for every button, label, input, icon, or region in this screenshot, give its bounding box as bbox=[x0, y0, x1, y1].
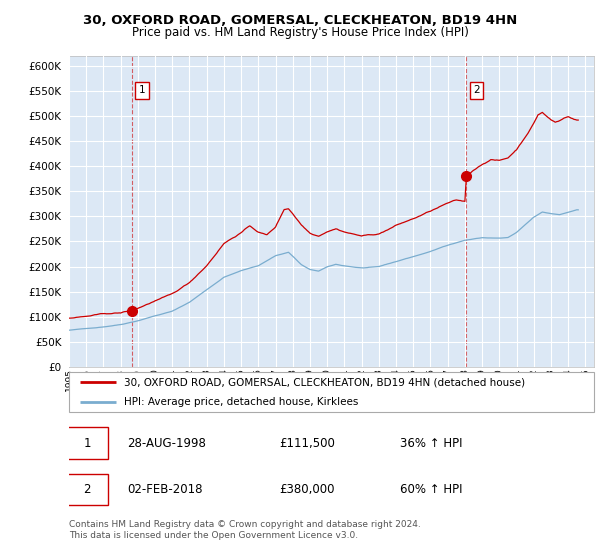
Text: 30, OXFORD ROAD, GOMERSAL, CLECKHEATON, BD19 4HN (detached house): 30, OXFORD ROAD, GOMERSAL, CLECKHEATON, … bbox=[124, 377, 525, 387]
Text: 2: 2 bbox=[473, 85, 480, 95]
Text: Price paid vs. HM Land Registry's House Price Index (HPI): Price paid vs. HM Land Registry's House … bbox=[131, 26, 469, 39]
Text: HPI: Average price, detached house, Kirklees: HPI: Average price, detached house, Kirk… bbox=[124, 397, 359, 407]
Text: Contains HM Land Registry data © Crown copyright and database right 2024.
This d: Contains HM Land Registry data © Crown c… bbox=[69, 520, 421, 540]
Text: 30, OXFORD ROAD, GOMERSAL, CLECKHEATON, BD19 4HN: 30, OXFORD ROAD, GOMERSAL, CLECKHEATON, … bbox=[83, 14, 517, 27]
Text: 60% ↑ HPI: 60% ↑ HPI bbox=[400, 483, 462, 496]
Text: £111,500: £111,500 bbox=[279, 437, 335, 450]
Text: 1: 1 bbox=[139, 85, 146, 95]
FancyBboxPatch shape bbox=[67, 427, 109, 459]
Text: 1: 1 bbox=[83, 437, 91, 450]
Text: 36% ↑ HPI: 36% ↑ HPI bbox=[400, 437, 462, 450]
Text: 02-FEB-2018: 02-FEB-2018 bbox=[127, 483, 202, 496]
Text: 2: 2 bbox=[83, 483, 91, 496]
FancyBboxPatch shape bbox=[67, 474, 109, 505]
FancyBboxPatch shape bbox=[69, 372, 594, 412]
Text: £380,000: £380,000 bbox=[279, 483, 335, 496]
Text: 28-AUG-1998: 28-AUG-1998 bbox=[127, 437, 206, 450]
